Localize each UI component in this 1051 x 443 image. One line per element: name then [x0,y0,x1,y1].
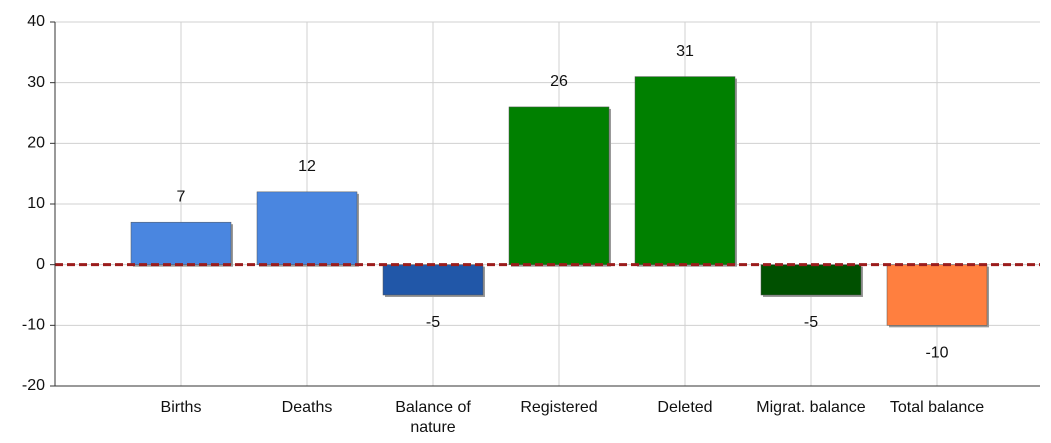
x-tick-label: Migrat. balance [756,399,866,416]
value-label: 26 [550,73,568,90]
x-tick-label: Registered [520,399,598,416]
bar [634,76,736,265]
bar [256,191,358,265]
y-tick-label: 0 [36,256,45,273]
y-tick-label: 10 [27,195,45,212]
y-tick-label: 30 [27,74,45,91]
x-tick-label: Deleted [657,399,713,416]
bar [886,264,988,326]
value-label: 7 [177,188,186,205]
value-label: 12 [298,158,316,175]
x-tick-label: Total balance [889,399,985,416]
bar [130,221,232,265]
value-label: 31 [676,43,694,60]
value-label: -10 [925,345,948,362]
y-tick-label: 40 [27,13,45,30]
y-tick-label: 20 [27,135,45,152]
x-tick-label: Balance of nature [395,399,471,436]
x-tick-label: Births [160,399,202,416]
bar [382,264,484,296]
y-tick-label: -10 [22,317,45,334]
x-tick-label: Deaths [281,399,333,416]
value-label: -5 [804,314,818,331]
bar [760,264,862,296]
y-tick-label: -20 [22,377,45,394]
bar [508,106,610,265]
value-label: -5 [426,314,440,331]
